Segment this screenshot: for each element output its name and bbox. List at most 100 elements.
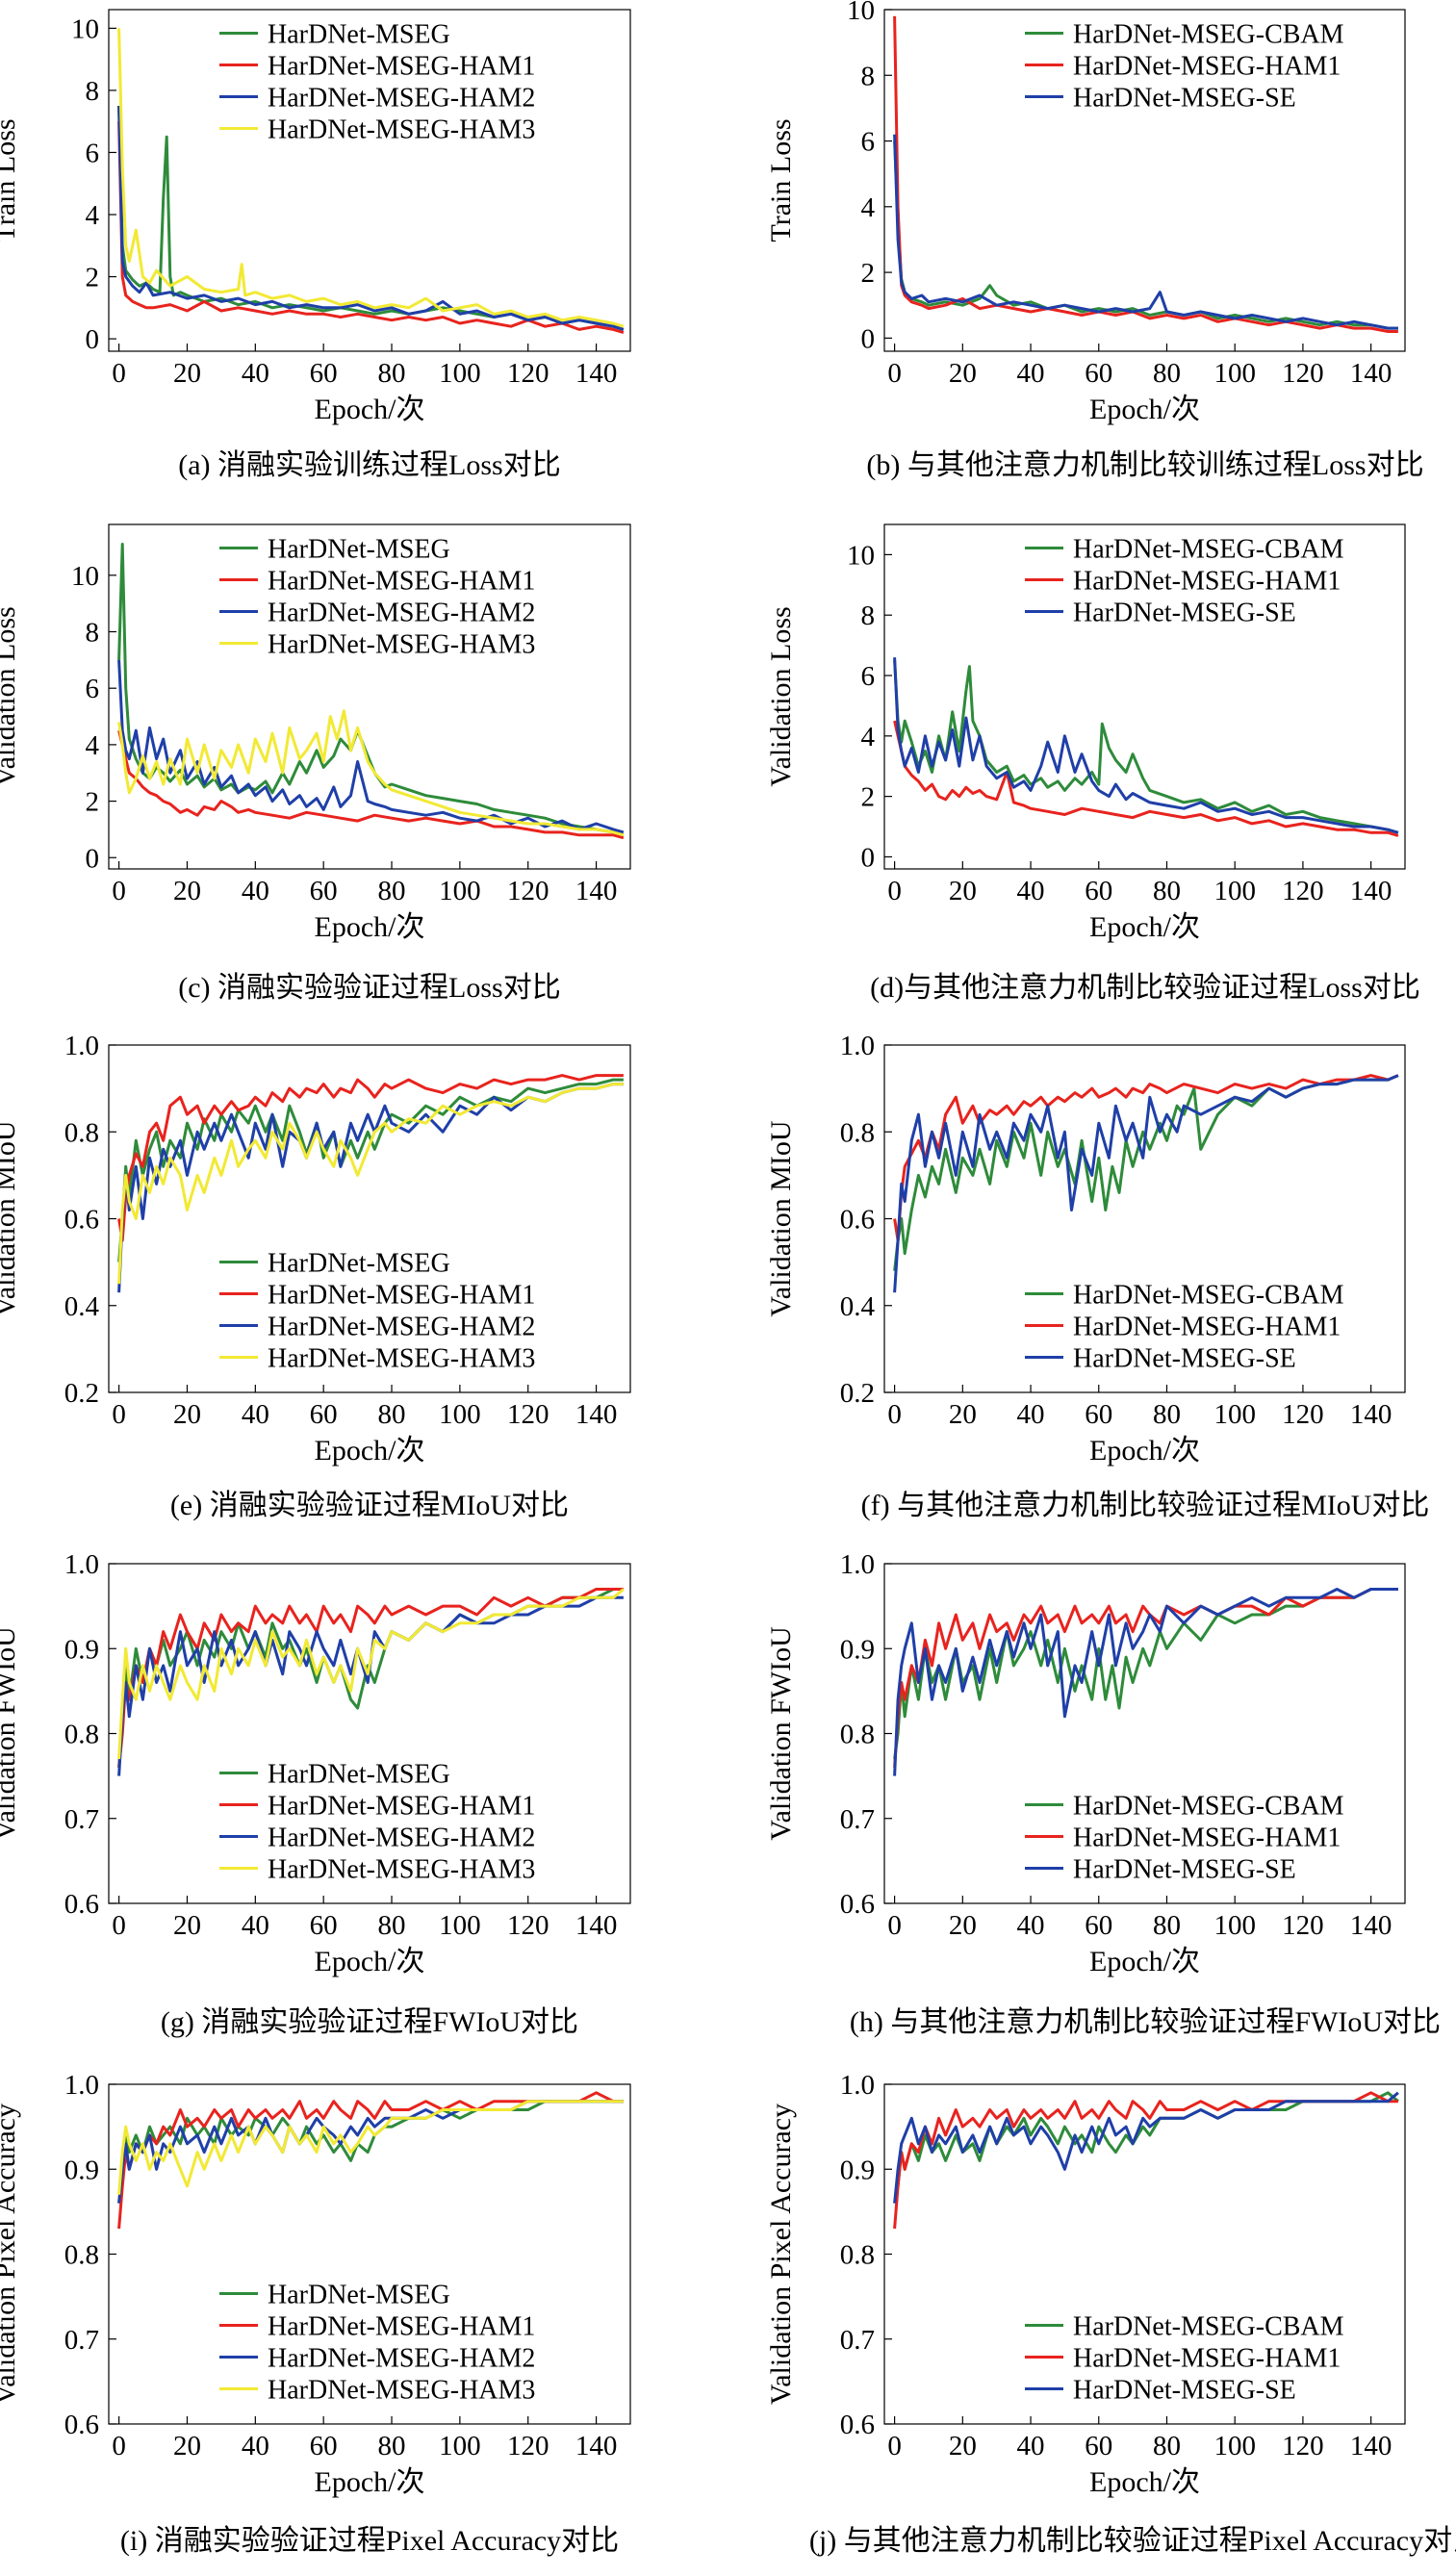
y-tick-label: 2 bbox=[861, 258, 876, 289]
x-axis-label: Epoch/次 bbox=[1089, 2466, 1200, 2498]
x-tick-label: 60 bbox=[1085, 358, 1112, 389]
panel-caption: (e) 消融实验验证过程MIoU对比 bbox=[170, 1490, 569, 1521]
x-tick-label: 100 bbox=[439, 1910, 481, 1941]
x-tick-label: 60 bbox=[1085, 876, 1112, 906]
chart-legend: HarDNet-MSEG-CBAMHarDNet-MSEG-HAM1HarDNe… bbox=[1025, 535, 1344, 628]
x-tick-label: 0 bbox=[887, 2431, 902, 2461]
legend-label: HarDNet-MSEG-HAM1 bbox=[1073, 1313, 1341, 1342]
x-tick-label: 40 bbox=[1017, 1399, 1045, 1430]
legend-label: HarDNet-MSEG-CBAM bbox=[1073, 20, 1344, 50]
series-line-hardnet-mseg-ham1 bbox=[893, 1074, 1399, 1242]
chart-panel-h: 0 20 40 60 80 100 120 140 0.6 0.7 0.8 0.9 1.0 Epoch/次… bbox=[765, 1549, 1441, 2038]
series-line-hardnet-mseg-ham1 bbox=[117, 1074, 624, 1242]
x-tick-label: 60 bbox=[310, 1910, 338, 1941]
legend-label: HarDNet-MSEG-HAM2 bbox=[268, 2344, 535, 2374]
legend-label: HarDNet-MSEG-CBAM bbox=[1073, 2312, 1344, 2342]
legend-label: HarDNet-MSEG bbox=[268, 20, 450, 50]
x-axis-label: Epoch/次 bbox=[315, 1946, 425, 1977]
y-tick-label: 6 bbox=[861, 127, 876, 158]
x-tick-label: 20 bbox=[173, 1399, 201, 1430]
x-tick-label: 60 bbox=[1085, 1399, 1112, 1430]
x-tick-label: 60 bbox=[310, 876, 338, 906]
legend-label: HarDNet-MSEG-SE bbox=[1073, 1855, 1296, 1885]
legend-label: HarDNet-MSEG-HAM1 bbox=[1073, 52, 1341, 82]
y-tick-label: 0.6 bbox=[64, 1205, 99, 1236]
x-tick-label: 0 bbox=[112, 1910, 126, 1941]
x-tick-label: 120 bbox=[507, 1399, 549, 1430]
chart-panel-d: 0 20 40 60 80 100 120 140 0 2 4 6 8 10 Epoch/次 Validati… bbox=[765, 523, 1420, 1004]
x-tick-label: 60 bbox=[1085, 1910, 1112, 1941]
series-line-hardnet-mseg-ham3 bbox=[117, 1083, 624, 1285]
x-tick-label: 120 bbox=[507, 1910, 549, 1941]
x-tick-label: 0 bbox=[887, 876, 902, 906]
series-line-hardnet-mseg-ham1 bbox=[893, 15, 1398, 333]
legend-label: HarDNet-MSEG-HAM1 bbox=[1073, 2344, 1341, 2374]
x-tick-label: 40 bbox=[1017, 1910, 1045, 1941]
y-tick-label: 0.2 bbox=[840, 1378, 875, 1409]
y-tick-label: 0 bbox=[86, 843, 100, 874]
x-tick-label: 20 bbox=[949, 358, 977, 389]
x-tick-label: 120 bbox=[507, 358, 549, 389]
x-tick-label: 80 bbox=[1153, 876, 1181, 906]
x-tick-label: 100 bbox=[439, 1399, 481, 1430]
x-axis-label: Epoch/次 bbox=[1089, 394, 1200, 425]
legend-label: HarDNet-MSEG-HAM3 bbox=[268, 1855, 535, 1885]
chart-legend: HarDNet-MSEGHarDNet-MSEG-HAM1HarDNet-MSE… bbox=[219, 1249, 535, 1374]
x-tick-label: 20 bbox=[173, 2431, 201, 2461]
legend-label: HarDNet-MSEG-CBAM bbox=[1073, 1792, 1344, 1822]
series-line-hardnet-mseg-ham3 bbox=[117, 28, 625, 328]
x-tick-label: 0 bbox=[887, 1399, 902, 1430]
plot-frame bbox=[108, 1563, 631, 1904]
series-line-hardnet-mseg-se bbox=[893, 1588, 1398, 1776]
x-tick-label: 80 bbox=[1153, 2431, 1181, 2461]
legend-label: HarDNet-MSEG-HAM1 bbox=[268, 1281, 535, 1311]
y-axis-label: Train Loss bbox=[0, 118, 21, 242]
y-tick-label: 10 bbox=[847, 0, 875, 26]
series-line-hardnet-mseg-ham3 bbox=[117, 709, 625, 837]
y-tick-label: 0.4 bbox=[840, 1291, 876, 1322]
y-tick-label: 0.9 bbox=[840, 2155, 875, 2185]
y-tick-label: 2 bbox=[86, 263, 100, 293]
y-tick-label: 4 bbox=[861, 722, 876, 752]
y-tick-label: 0.9 bbox=[840, 1634, 875, 1665]
y-tick-label: 0.7 bbox=[840, 1804, 875, 1835]
x-tick-label: 80 bbox=[1153, 358, 1181, 389]
series-line-hardnet-mseg-se bbox=[893, 134, 1398, 330]
legend-label: HarDNet-MSEG-HAM2 bbox=[268, 1313, 535, 1342]
legend-label: HarDNet-MSEG-SE bbox=[1073, 1344, 1296, 1374]
x-tick-label: 40 bbox=[1017, 2431, 1045, 2461]
x-tick-label: 0 bbox=[112, 876, 126, 906]
plot-frame bbox=[108, 9, 631, 352]
chart-panel-i: 0 20 40 60 80 100 120 140 0.6 0.7 0.8 0.9 1.0 Epoch/次… bbox=[0, 2070, 631, 2557]
y-tick-label: 8 bbox=[86, 76, 100, 107]
x-tick-label: 0 bbox=[112, 2431, 126, 2461]
y-tick-label: 0 bbox=[86, 324, 100, 355]
panel-caption: (i) 消融实验验证过程Pixel Accuracy对比 bbox=[120, 2525, 619, 2557]
chart-legend: HarDNet-MSEG-CBAMHarDNet-MSEG-HAM1HarDNe… bbox=[1025, 20, 1344, 114]
y-tick-label: 0.4 bbox=[64, 1291, 100, 1322]
x-tick-label: 0 bbox=[112, 358, 126, 389]
y-tick-label: 8 bbox=[86, 618, 100, 649]
panel-caption: (a) 消融实验训练过程Loss对比 bbox=[178, 449, 560, 481]
y-tick-label: 0.8 bbox=[840, 1720, 875, 1750]
series-line-hardnet-mseg-ham1 bbox=[117, 121, 625, 335]
series-line-hardnet-mseg-ham1 bbox=[117, 1588, 624, 1768]
y-tick-label: 0.7 bbox=[840, 2325, 875, 2356]
legend-label: HarDNet-MSEG-HAM1 bbox=[1073, 567, 1341, 597]
x-tick-label: 0 bbox=[887, 358, 902, 389]
x-tick-label: 80 bbox=[378, 358, 406, 389]
x-tick-label: 20 bbox=[949, 1399, 977, 1430]
x-tick-label: 40 bbox=[242, 876, 269, 906]
y-axis-label: Validation Pixel Accuracy bbox=[0, 2104, 21, 2405]
x-tick-label: 140 bbox=[1350, 1399, 1392, 1430]
legend-label: HarDNet-MSEG-HAM1 bbox=[268, 567, 535, 597]
y-tick-label: 0 bbox=[861, 842, 876, 873]
x-axis-label: Epoch/次 bbox=[315, 394, 425, 425]
y-tick-label: 1.0 bbox=[64, 2070, 99, 2101]
y-tick-label: 2 bbox=[86, 787, 100, 818]
legend-label: HarDNet-MSEG-CBAM bbox=[1073, 1281, 1344, 1311]
y-tick-label: 1.0 bbox=[64, 1549, 99, 1580]
series-line-hardnet-mseg bbox=[117, 543, 625, 837]
x-tick-label: 20 bbox=[949, 2431, 977, 2461]
legend-label: HarDNet-MSEG-SE bbox=[1073, 84, 1296, 114]
